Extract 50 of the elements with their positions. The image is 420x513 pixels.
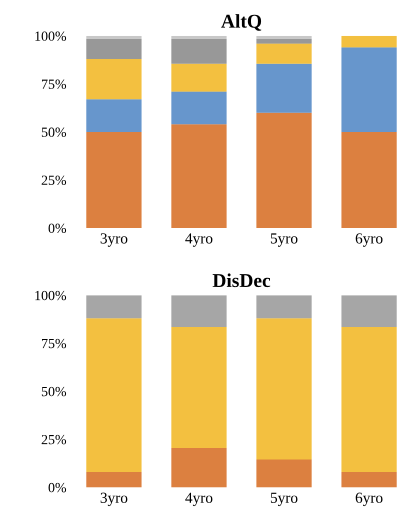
bar [341,472,397,488]
y-tick-label: 25% [42,434,66,444]
y-tick-label: 75% [42,338,66,348]
bar [171,295,227,327]
bar [171,326,227,448]
bar [171,38,227,64]
bar [256,318,312,460]
bar [341,295,397,327]
chart-title: AltQ [221,14,262,31]
bar [256,38,312,44]
bar [256,36,312,39]
bar [341,326,397,472]
x-tick-label: 6yro [356,233,382,247]
bar [256,112,312,228]
bar [171,92,227,124]
x-tick-label: 4yro [185,233,212,247]
bar [171,64,227,92]
bar [341,132,397,228]
y-tick-label: 0% [48,482,66,492]
bar [341,36,397,48]
x-tick-label: 6yro [356,492,382,506]
bar [256,295,312,318]
bar [86,38,142,59]
x-tick-label: 5yro [270,233,298,247]
bar [256,459,312,488]
bar [86,472,142,488]
y-tick-label: 25% [42,176,66,185]
x-tick-label: 3yro [100,492,128,506]
bar [86,295,142,318]
bar [171,448,227,488]
bar [341,47,397,132]
bar [86,132,142,228]
y-tick-label: 75% [42,80,66,89]
bar [256,44,312,64]
bar [86,36,142,39]
bar [171,124,227,228]
bar [86,99,142,132]
bar [86,318,142,472]
x-tick-label: 4yro [185,492,212,506]
y-tick-label: 50% [42,386,66,396]
bar [86,58,142,100]
y-tick-label: 100% [35,290,66,300]
y-tick-label: 100% [35,31,66,41]
x-tick-label: 5yro [270,492,298,506]
bar [256,64,312,113]
bar [171,36,227,39]
chart-title: DisDec [212,273,270,288]
y-tick-label: 50% [42,128,66,137]
y-tick-label: 0% [48,224,66,234]
x-tick-label: 3yro [100,233,128,247]
